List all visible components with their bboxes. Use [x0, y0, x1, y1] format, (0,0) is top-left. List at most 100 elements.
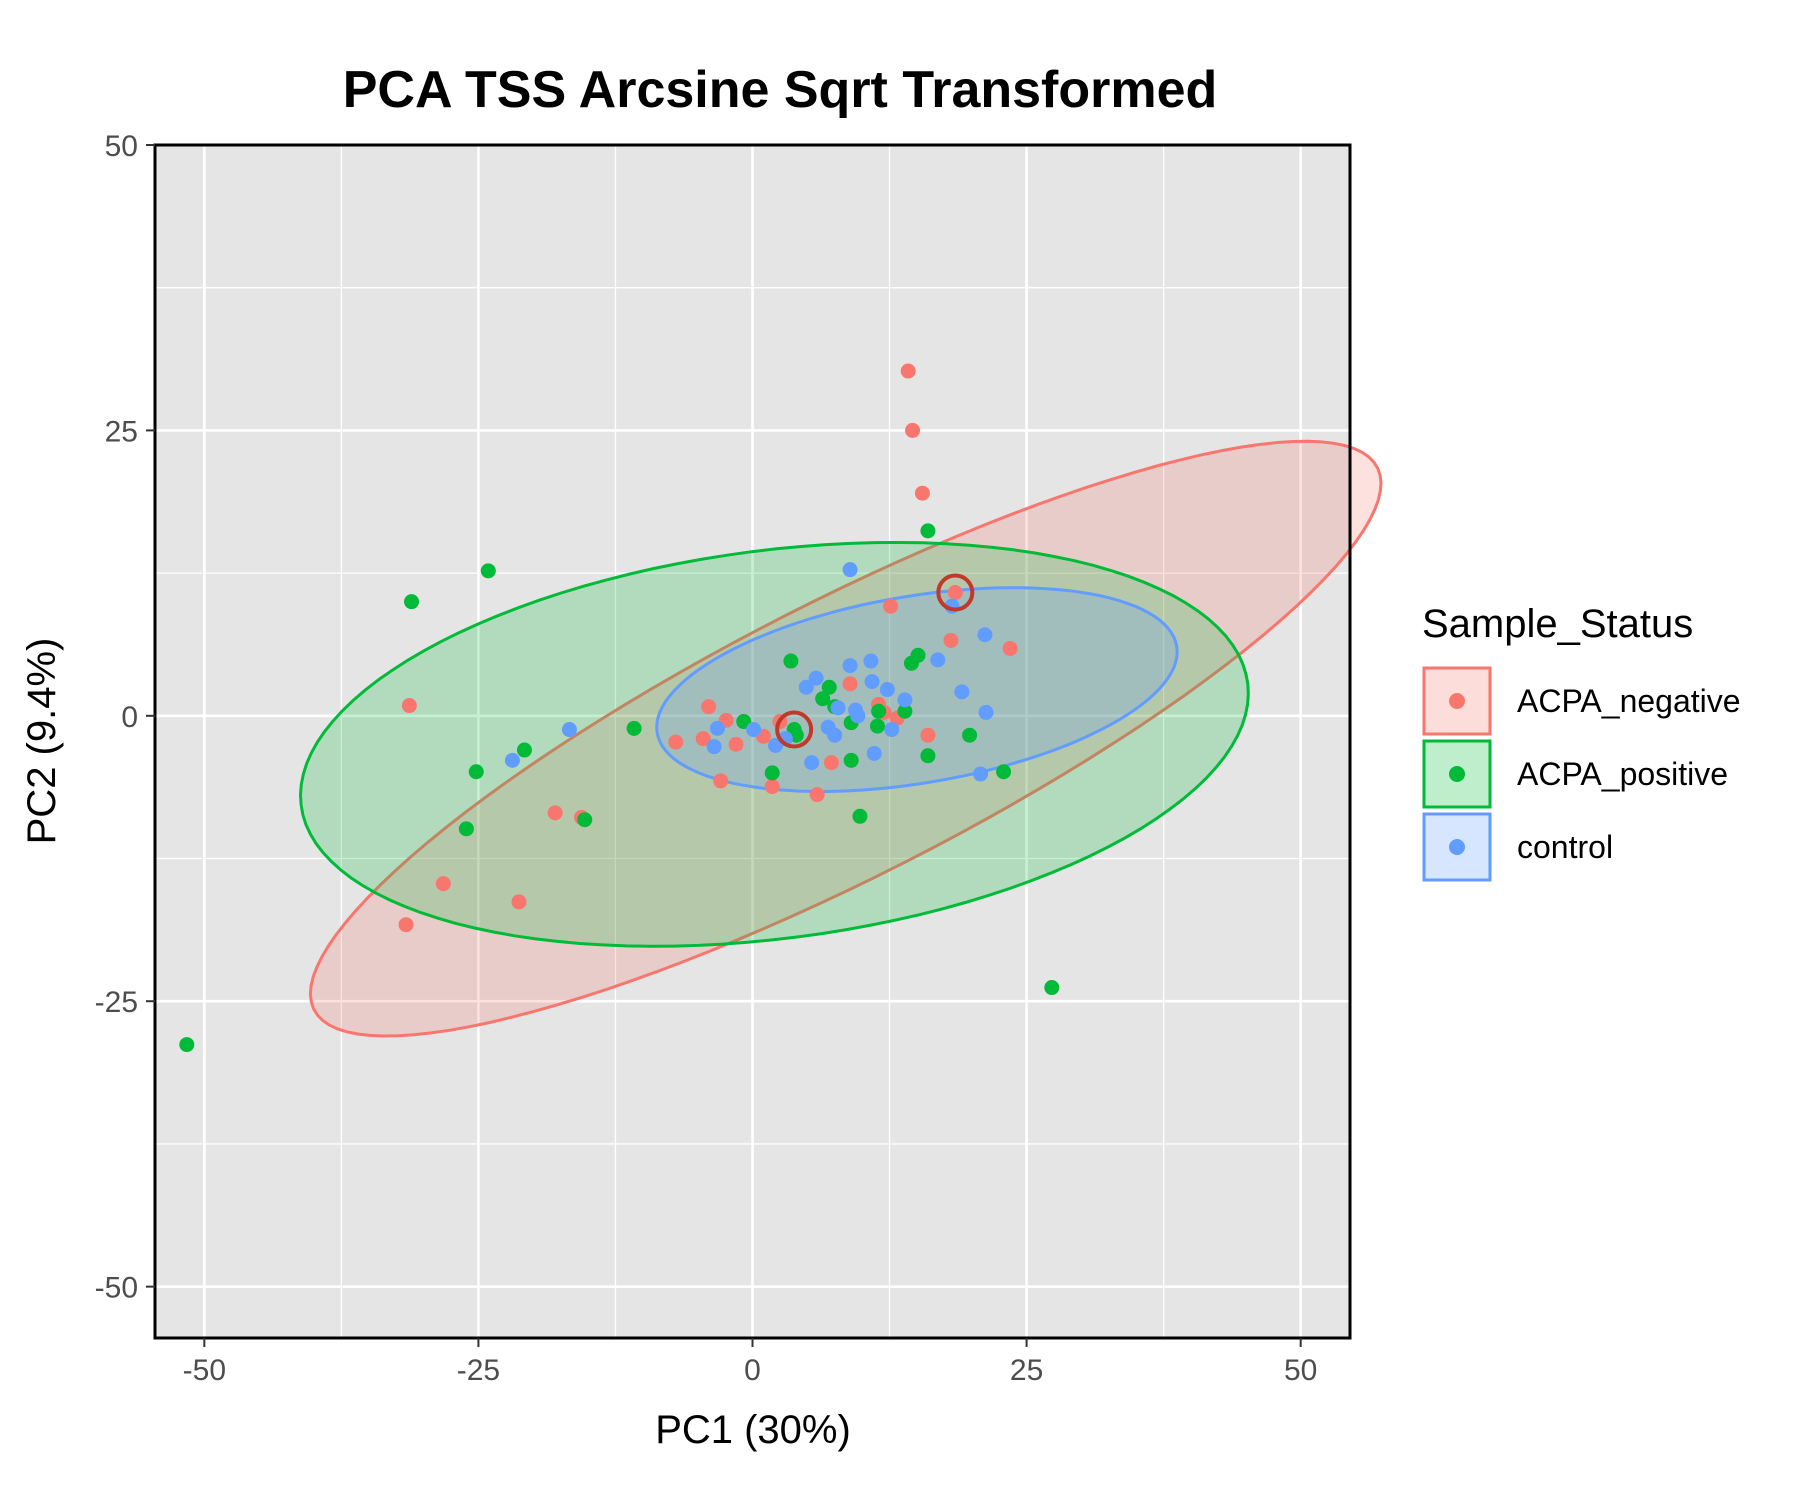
- x-tick-label: 0: [744, 1354, 761, 1387]
- point-acpa-positive: [996, 764, 1012, 780]
- point-acpa-positive: [903, 655, 919, 671]
- x-tick-label: -25: [457, 1354, 500, 1387]
- point-control: [561, 722, 577, 738]
- x-tick-label: 50: [1284, 1354, 1317, 1387]
- point-acpa-positive: [458, 821, 474, 837]
- legend-dot-acpa-negative: [1449, 693, 1465, 709]
- point-control: [879, 682, 895, 698]
- ellipse-acpa-negative: [308, 439, 1383, 1038]
- point-control: [978, 704, 994, 720]
- point-acpa-positive: [577, 812, 593, 828]
- point-acpa-positive: [1044, 980, 1060, 996]
- point-acpa-positive: [920, 523, 936, 539]
- point-acpa-negative: [695, 731, 711, 747]
- point-control: [863, 653, 879, 669]
- point-acpa-negative: [1002, 640, 1018, 656]
- point-acpa-negative: [947, 585, 963, 601]
- legend-key-acpa-positive: [1422, 739, 1492, 809]
- x-axis-title: PC1 (30%): [655, 1408, 851, 1452]
- point-control: [864, 674, 880, 690]
- point-acpa-positive: [821, 679, 837, 695]
- point-control: [808, 670, 824, 686]
- point-acpa-positive: [404, 594, 420, 610]
- point-control: [842, 562, 858, 578]
- point-acpa-negative: [809, 787, 825, 803]
- legend: Sample_Status ACPA_negative ACPA_positive…: [1422, 602, 1741, 882]
- point-acpa-positive: [468, 764, 484, 780]
- point-control: [842, 658, 858, 674]
- point-acpa-positive: [783, 653, 799, 669]
- point-control: [850, 708, 866, 724]
- legend-label-acpa-negative: ACPA_negative: [1517, 683, 1741, 719]
- point-control: [897, 692, 913, 708]
- point-acpa-negative: [401, 698, 417, 714]
- x-axis-ticks: -50 -25 0 25 50: [183, 1338, 1317, 1387]
- y-tick-label: -25: [95, 986, 138, 1019]
- point-acpa-negative: [905, 422, 921, 438]
- y-tick-label: 0: [121, 701, 138, 734]
- point-acpa-negative: [398, 917, 414, 933]
- point-control: [977, 627, 993, 643]
- legend-label-control: control: [1517, 829, 1613, 865]
- point-control: [866, 745, 882, 761]
- point-acpa-negative: [943, 632, 959, 648]
- point-control: [709, 720, 725, 736]
- point-acpa-positive: [179, 1037, 195, 1053]
- point-acpa-negative: [728, 736, 744, 752]
- point-acpa-positive: [626, 720, 642, 736]
- point-acpa-negative: [823, 755, 839, 771]
- point-acpa-positive: [852, 808, 868, 824]
- point-control: [954, 684, 970, 700]
- point-acpa-negative: [920, 727, 936, 743]
- point-acpa-negative: [883, 598, 899, 614]
- point-acpa-negative: [900, 363, 916, 379]
- point-acpa-positive: [871, 703, 887, 719]
- point-acpa-positive: [516, 742, 532, 758]
- point-control: [746, 722, 762, 738]
- point-acpa-negative: [764, 779, 780, 795]
- point-acpa-negative: [547, 805, 563, 821]
- y-tick-label: 50: [105, 130, 138, 163]
- legend-dot-control: [1449, 839, 1465, 855]
- point-acpa-positive: [815, 691, 831, 707]
- x-tick-label: -50: [183, 1354, 226, 1387]
- point-control: [930, 652, 946, 668]
- point-acpa-negative: [701, 699, 717, 715]
- legend-dot-acpa-positive: [1449, 766, 1465, 782]
- point-acpa-negative: [668, 734, 684, 750]
- point-acpa-positive: [869, 718, 885, 734]
- point-control: [820, 719, 836, 735]
- point-control: [504, 752, 520, 768]
- y-tick-label: -50: [95, 1272, 138, 1305]
- point-control: [798, 679, 814, 695]
- point-acpa-positive: [920, 748, 936, 764]
- point-acpa-positive: [897, 703, 913, 719]
- point-acpa-negative: [435, 876, 451, 892]
- chart-title: PCA TSS Arcsine Sqrt Transformed: [343, 61, 1218, 119]
- x-tick-label: 25: [1010, 1354, 1043, 1387]
- y-axis-ticks: -50 -25 0 25 50: [95, 130, 155, 1305]
- legend-title: Sample_Status: [1422, 602, 1693, 646]
- y-tick-label: 25: [105, 415, 138, 448]
- point-control: [884, 722, 900, 738]
- point-acpa-positive: [480, 563, 496, 579]
- y-axis-title: PC2 (9.4%): [20, 638, 64, 845]
- data-points: [179, 363, 1060, 1053]
- point-control: [973, 766, 989, 782]
- highlighted-points: [775, 573, 975, 749]
- legend-key-acpa-negative: [1422, 666, 1492, 736]
- point-acpa-negative: [842, 676, 858, 692]
- legend-label-acpa-positive: ACPA_positive: [1517, 756, 1728, 792]
- point-control: [830, 700, 846, 716]
- point-acpa-positive: [764, 765, 780, 781]
- point-control: [706, 739, 722, 755]
- point-acpa-positive: [843, 752, 859, 768]
- point-acpa-negative: [914, 485, 930, 501]
- point-control: [804, 755, 820, 771]
- point-acpa-negative: [713, 773, 729, 789]
- point-acpa-negative: [511, 894, 527, 910]
- point-acpa-positive: [962, 727, 978, 743]
- highlight-ring-acpa-negative: [936, 573, 975, 612]
